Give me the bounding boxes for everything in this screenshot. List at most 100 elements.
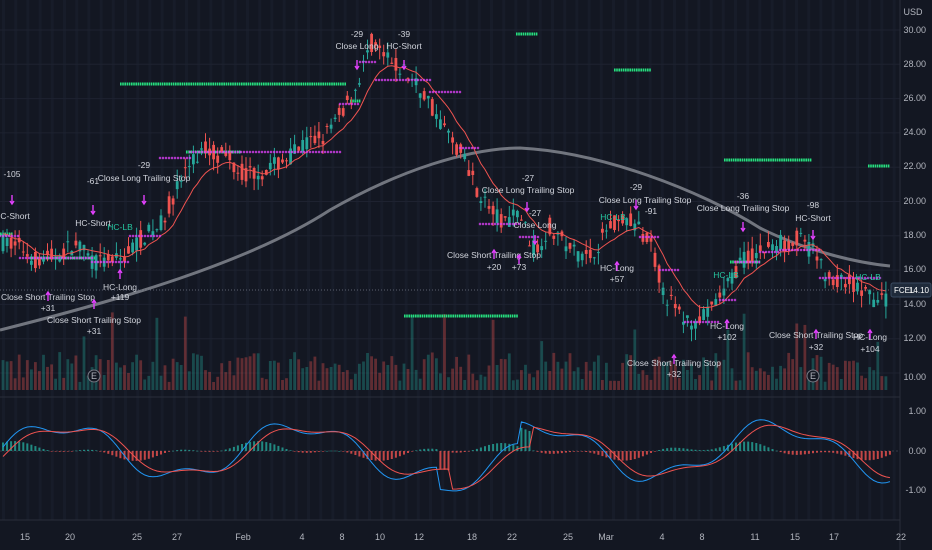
histogram-bar (431, 448, 434, 451)
histogram-bar (427, 448, 430, 451)
candle-body (511, 209, 515, 216)
candlesticks[interactable] (1, 32, 888, 342)
session-stripe (26, 0, 30, 520)
candle-body (831, 279, 835, 286)
earnings-marker[interactable]: E (87, 369, 101, 383)
histogram-bar (674, 447, 677, 451)
volume-bar (293, 352, 296, 390)
trail-marker (695, 320, 699, 324)
volume-bar (507, 353, 511, 390)
trail-marker (505, 222, 509, 226)
signal-band-dot (879, 164, 881, 168)
histogram-bar (658, 450, 661, 451)
candle-body (605, 230, 608, 232)
volume-bar (382, 361, 386, 390)
trail-marker (748, 260, 752, 264)
trail-marker (739, 260, 743, 264)
candle-body (524, 221, 527, 223)
candle-body (74, 240, 78, 246)
volume-bar (657, 356, 661, 390)
trail-marker (875, 276, 879, 280)
ema-line (2, 65, 886, 309)
annotation-text: HC-LB (107, 222, 133, 232)
session-stripe (319, 0, 323, 520)
histogram-bar (301, 451, 304, 453)
trail-marker (284, 150, 288, 154)
candle-body (439, 119, 442, 129)
time-axis[interactable]: 15 20 25 27 Feb 4 8 10 12 18 22 25 Mar 4… (20, 532, 906, 542)
volume-bar (734, 380, 738, 390)
candle-body (358, 83, 361, 85)
volume-bar (370, 356, 373, 390)
volume-bar (362, 361, 365, 390)
signal-band-dot (649, 68, 651, 72)
signal-band-dot (883, 164, 885, 168)
signal-band-dot (768, 158, 770, 162)
trail-marker (383, 78, 387, 82)
signal-band-dot (186, 150, 188, 154)
candle-body (479, 201, 483, 203)
trail-marker (7, 234, 11, 238)
annotation-text: +73 (512, 262, 527, 272)
histogram-bar (556, 451, 559, 454)
trail-marker (78, 256, 82, 260)
trail-marker (329, 150, 333, 154)
candle-body (309, 136, 313, 138)
volume-bar (609, 380, 612, 390)
trail-marker (730, 298, 734, 302)
signal-band-dot (307, 82, 309, 86)
candle-body (264, 170, 268, 175)
signal-band-dot (724, 158, 726, 162)
signal-band-dot (885, 164, 888, 168)
signal-band-dot (124, 82, 126, 86)
signal-band-dot (492, 314, 494, 318)
session-stripe (612, 0, 615, 520)
trail-marker (476, 146, 480, 150)
histogram-bar (763, 445, 766, 451)
volume-bar (455, 356, 458, 390)
candle-body (354, 89, 357, 91)
signal-band-dot (150, 82, 153, 86)
histogram-bar (714, 448, 717, 451)
histogram-bar (115, 451, 118, 457)
histogram-bar (155, 451, 158, 456)
histogram-bar (560, 451, 563, 454)
signal-band-dot (465, 314, 468, 318)
histogram-bar (6, 441, 8, 451)
candle-body (584, 250, 588, 254)
candle-body (110, 256, 114, 263)
price-tick: 18.00 (903, 230, 926, 240)
volume-bar (139, 360, 143, 390)
trail-marker (314, 150, 318, 154)
trail-marker (164, 156, 168, 160)
trail-marker (389, 78, 393, 82)
volume-bar (649, 379, 653, 390)
signal-band-dot (412, 314, 415, 318)
signal-band-dot (494, 314, 496, 318)
annotation-text: Close Long Trailing Stop (697, 203, 790, 213)
candle-body (844, 283, 847, 288)
signal-band-dot (324, 82, 327, 86)
trail-marker (215, 150, 219, 154)
oscillator-axis[interactable]: 1.00 0.00 -1.00 (905, 406, 926, 495)
histogram-bar (471, 450, 474, 451)
histogram-bar (771, 449, 774, 451)
trail-marker (410, 78, 414, 82)
signal-band-dot (640, 68, 642, 72)
volume-bar (706, 361, 710, 390)
session-stripe (599, 0, 603, 520)
histogram-bar (273, 444, 276, 451)
volume-bar (345, 370, 349, 390)
histogram-bar (767, 447, 770, 451)
volume-bar (556, 361, 560, 390)
trail-marker (1, 234, 5, 238)
volume-bar (520, 370, 523, 390)
trail-marker (206, 150, 210, 154)
annotation-text: Close Long Trailing Stop (599, 195, 692, 205)
price-axis[interactable]: USD 30.00 28.00 26.00 24.00 22.00 20.00 … (903, 7, 926, 382)
volume-bar (349, 379, 353, 390)
candle-body (224, 151, 228, 156)
candle-body (528, 245, 531, 247)
earnings-marker[interactable]: E (806, 369, 820, 383)
